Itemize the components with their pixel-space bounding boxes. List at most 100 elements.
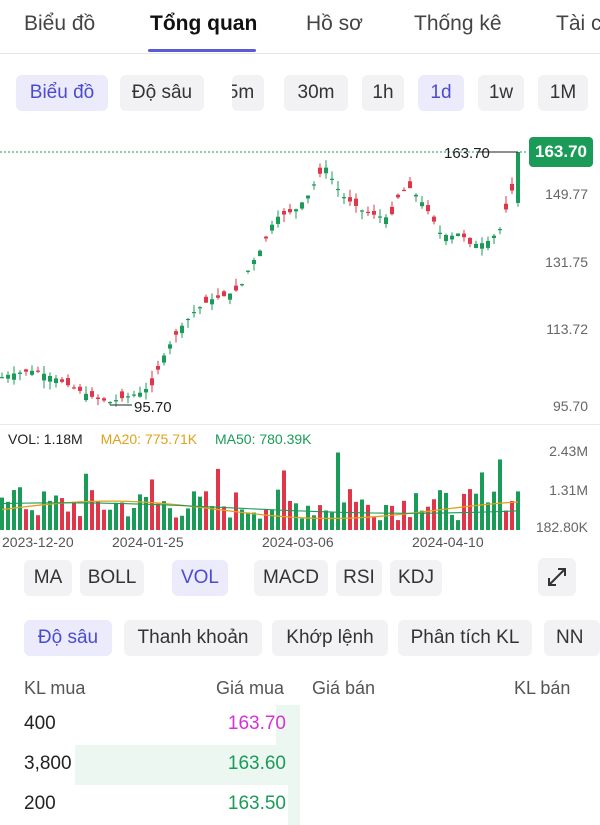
candle-body: [510, 183, 514, 191]
volume-bar: [132, 508, 136, 530]
candle-body: [462, 233, 466, 238]
volume-bar: [372, 517, 376, 530]
volume-bar: [384, 504, 388, 530]
candle-body: [84, 393, 88, 401]
buy-qty: 400: [24, 713, 56, 734]
volume-bar: [396, 520, 400, 530]
volume-bar: [222, 506, 226, 530]
candle-body: [450, 235, 454, 240]
tab-phan-tich-kl[interactable]: Phân tích KL: [398, 620, 532, 656]
volume-bar: [228, 517, 232, 530]
volume-bar: [168, 508, 172, 530]
volume-bar: [330, 512, 334, 530]
candle-body: [240, 284, 244, 286]
tab-ho-so[interactable]: Hồ sơ: [306, 12, 363, 35]
candle-body: [372, 210, 376, 215]
tab-tai-chinh[interactable]: Tài c: [556, 12, 600, 35]
tab-khop-lenh[interactable]: Khớp lệnh: [272, 620, 388, 656]
sell-price-header: Giá bán: [312, 678, 376, 698]
candle-body: [384, 217, 388, 224]
interval-1w[interactable]: 1w: [478, 75, 524, 111]
volume-bar: [498, 459, 502, 530]
tab-bieu-do[interactable]: Biểu đồ: [24, 12, 96, 35]
candlestick-chart[interactable]: [0, 125, 600, 425]
candle-body: [228, 293, 232, 300]
volume-bar: [24, 509, 28, 530]
indicator-rsi-button[interactable]: RSI: [336, 560, 382, 596]
volume-bar: [42, 491, 46, 530]
candle-body: [258, 250, 262, 257]
candle-body: [18, 372, 22, 374]
candle-body: [30, 370, 34, 375]
depth-bar: [288, 785, 300, 825]
candle-body: [120, 391, 124, 399]
indicator-ma-button[interactable]: MA: [24, 560, 72, 596]
interval-1h[interactable]: 1h: [362, 75, 404, 111]
tab-nn[interactable]: NN: [544, 620, 600, 656]
candle-body: [366, 211, 370, 214]
volume-bar: [258, 518, 262, 530]
volume-bar: [264, 509, 268, 530]
interval-1M[interactable]: 1M: [538, 75, 588, 111]
price-axis-label: 95.70: [552, 398, 588, 414]
candle-body: [12, 373, 16, 380]
candle-body: [126, 396, 130, 398]
buy-price: 163.60: [227, 753, 286, 774]
volume-bar: [390, 505, 394, 530]
volume-bar: [246, 512, 250, 530]
candle-body: [516, 152, 520, 203]
volume-bar: [54, 495, 58, 530]
order-book-row[interactable]: 3,800 163.60: [0, 745, 600, 785]
indicator-kdj-button[interactable]: KDJ: [390, 560, 442, 596]
tab-thanh-khoan[interactable]: Thanh khoản: [124, 620, 262, 656]
candle-body: [312, 184, 316, 186]
volume-bar: [492, 491, 496, 530]
candle-body: [234, 285, 238, 291]
candle-body: [360, 210, 364, 212]
volume-bar: [12, 490, 16, 530]
tab-do-sau[interactable]: Độ sâu: [24, 620, 112, 656]
interval-30m[interactable]: 30m: [284, 75, 348, 111]
expand-chart-button[interactable]: [538, 558, 576, 596]
candle-body: [186, 318, 190, 321]
interval-1d[interactable]: 1d: [418, 75, 464, 111]
volume-bar: [300, 518, 304, 530]
top-nav: Biểu đồ Tổng quan Hồ sơ Thống kê Tài c: [0, 0, 600, 54]
volume-axis-label: 2.43M: [549, 443, 588, 459]
active-tab-indicator: [148, 49, 256, 52]
volume-bar: [204, 491, 208, 530]
low-price-label: 95.70: [134, 399, 172, 416]
x-axis-label: 2024-04-10: [412, 534, 484, 550]
volume-bar: [144, 496, 148, 530]
mode-depth-button[interactable]: Độ sâu: [120, 75, 204, 111]
indicator-boll-button[interactable]: BOLL: [80, 560, 144, 596]
candle-body: [336, 188, 340, 191]
candle-body: [222, 291, 226, 297]
indicator-vol-button[interactable]: VOL: [172, 560, 228, 596]
tab-tong-quan[interactable]: Tổng quan: [150, 12, 258, 35]
volume-bar: [510, 500, 514, 530]
volume-bar: [48, 500, 52, 530]
candle-body: [282, 210, 286, 215]
order-book-row[interactable]: 400 163.70: [0, 705, 600, 745]
interval-5m[interactable]: 5m: [232, 75, 264, 111]
volume-bar: [414, 493, 418, 530]
tab-thong-ke[interactable]: Thống kê: [414, 12, 502, 35]
volume-chart[interactable]: [0, 440, 600, 530]
candle-body: [294, 209, 298, 212]
candle-body: [468, 237, 472, 244]
volume-legend: VOL: 1.18M MA20: 775.71K MA50: 780.39K: [8, 431, 326, 447]
candle-body: [138, 392, 142, 397]
order-book-row[interactable]: 200 163.50: [0, 785, 600, 825]
volume-bar: [282, 470, 286, 530]
volume-bar: [270, 509, 274, 530]
candle-body: [330, 178, 334, 180]
mode-chart-button[interactable]: Biểu đồ: [16, 75, 108, 111]
candle-body: [6, 374, 10, 379]
candle-body: [132, 394, 136, 396]
volume-bar: [114, 502, 118, 530]
candle-body: [414, 194, 418, 197]
indicator-macd-button[interactable]: MACD: [254, 560, 328, 596]
current-price-tag: 163.70: [529, 137, 593, 167]
volume-bar: [480, 472, 484, 530]
